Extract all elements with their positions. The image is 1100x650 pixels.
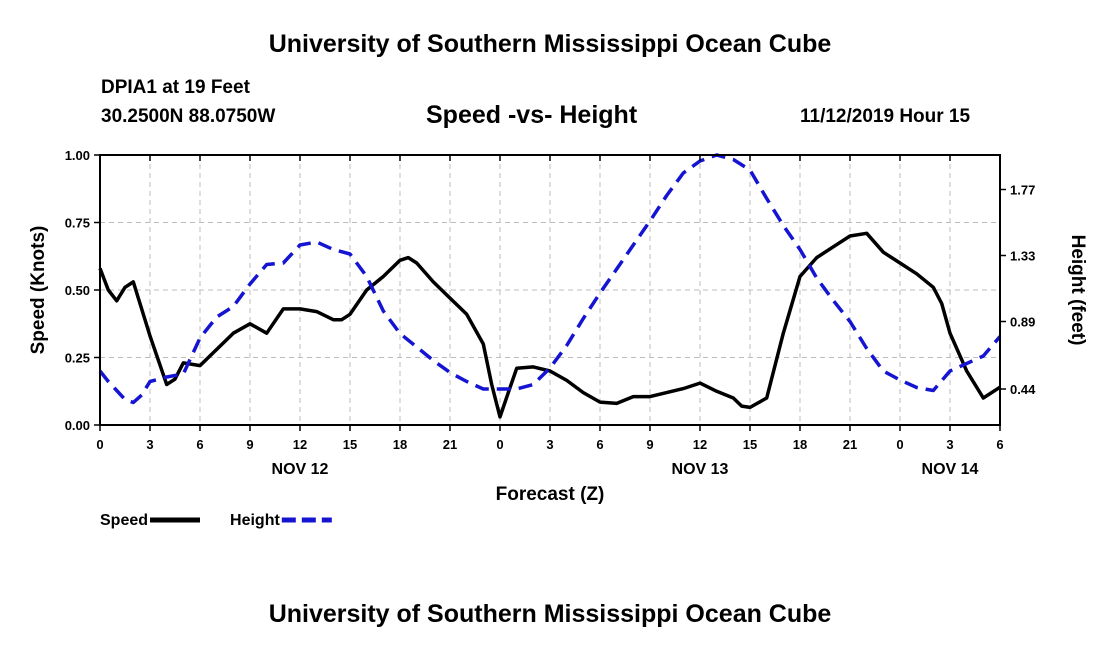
x-tick-label: 12 [293, 437, 307, 452]
x-tick-label: 0 [96, 437, 103, 452]
footer-title: University of Southern Mississippi Ocean… [268, 600, 832, 628]
x-tick-label: 3 [546, 437, 553, 452]
station-label: DPIA1 at 19 Feet [101, 77, 250, 98]
y-tick-label: 0.50 [65, 283, 90, 298]
x-tick-label: 3 [946, 437, 953, 452]
y-tick-label: 0.00 [65, 418, 90, 433]
date-label: NOV 13 [672, 461, 729, 478]
y2-tick-label: 0.44 [1010, 382, 1036, 397]
series [98, 153, 1002, 419]
series-line-speed [98, 231, 1001, 419]
y-tick-label: 0.75 [65, 216, 90, 231]
x-tick-label: 0 [896, 437, 903, 452]
series-line-height [98, 153, 1002, 405]
axes: 0 3 6 9 12 15 18 21 0 3 6 9 12 15 18 21 0 3 6 0.00 0.25 0.50 0… [65, 148, 1036, 478]
y-tick-label: 1.00 [65, 148, 90, 163]
y2-tick-label: 0.89 [1010, 315, 1035, 330]
y2-tick-label: 1.77 [1010, 183, 1035, 198]
y2-tick-label: 1.33 [1010, 249, 1035, 264]
y-axis-label: Speed (Knots) [28, 226, 49, 355]
legend-label-speed: Speed [100, 512, 148, 529]
x-tick-label: 15 [743, 437, 757, 452]
x-axis-label: Forecast (Z) [496, 484, 605, 505]
legend: Speed Height [100, 512, 332, 529]
legend-label-height: Height [230, 512, 280, 529]
x-tick-label: 21 [443, 437, 457, 452]
page-title: University of Southern Mississippi Ocean… [268, 30, 832, 58]
x-tick-label: 6 [196, 437, 203, 452]
coordinates-label: 30.2500N 88.0750W [101, 106, 276, 127]
grid [100, 155, 1000, 425]
y2-axis-label: Height (feet) [1067, 235, 1088, 346]
date-label: NOV 14 [922, 461, 979, 478]
forecast-datetime: 11/12/2019 Hour 15 [800, 106, 971, 127]
x-tick-label: 21 [843, 437, 857, 452]
x-tick-label: 12 [693, 437, 707, 452]
x-tick-label: 3 [146, 437, 153, 452]
y-tick-label: 0.25 [65, 351, 90, 366]
x-tick-label: 6 [596, 437, 603, 452]
x-tick-label: 18 [793, 437, 807, 452]
x-tick-label: 9 [246, 437, 253, 452]
x-tick-label: 9 [646, 437, 653, 452]
chart-subtitle: Speed -vs- Height [426, 101, 638, 129]
x-tick-label: 0 [496, 437, 503, 452]
x-tick-label: 6 [996, 437, 1003, 452]
date-label: NOV 12 [272, 461, 329, 478]
x-tick-label: 18 [393, 437, 407, 452]
x-tick-label: 15 [343, 437, 357, 452]
